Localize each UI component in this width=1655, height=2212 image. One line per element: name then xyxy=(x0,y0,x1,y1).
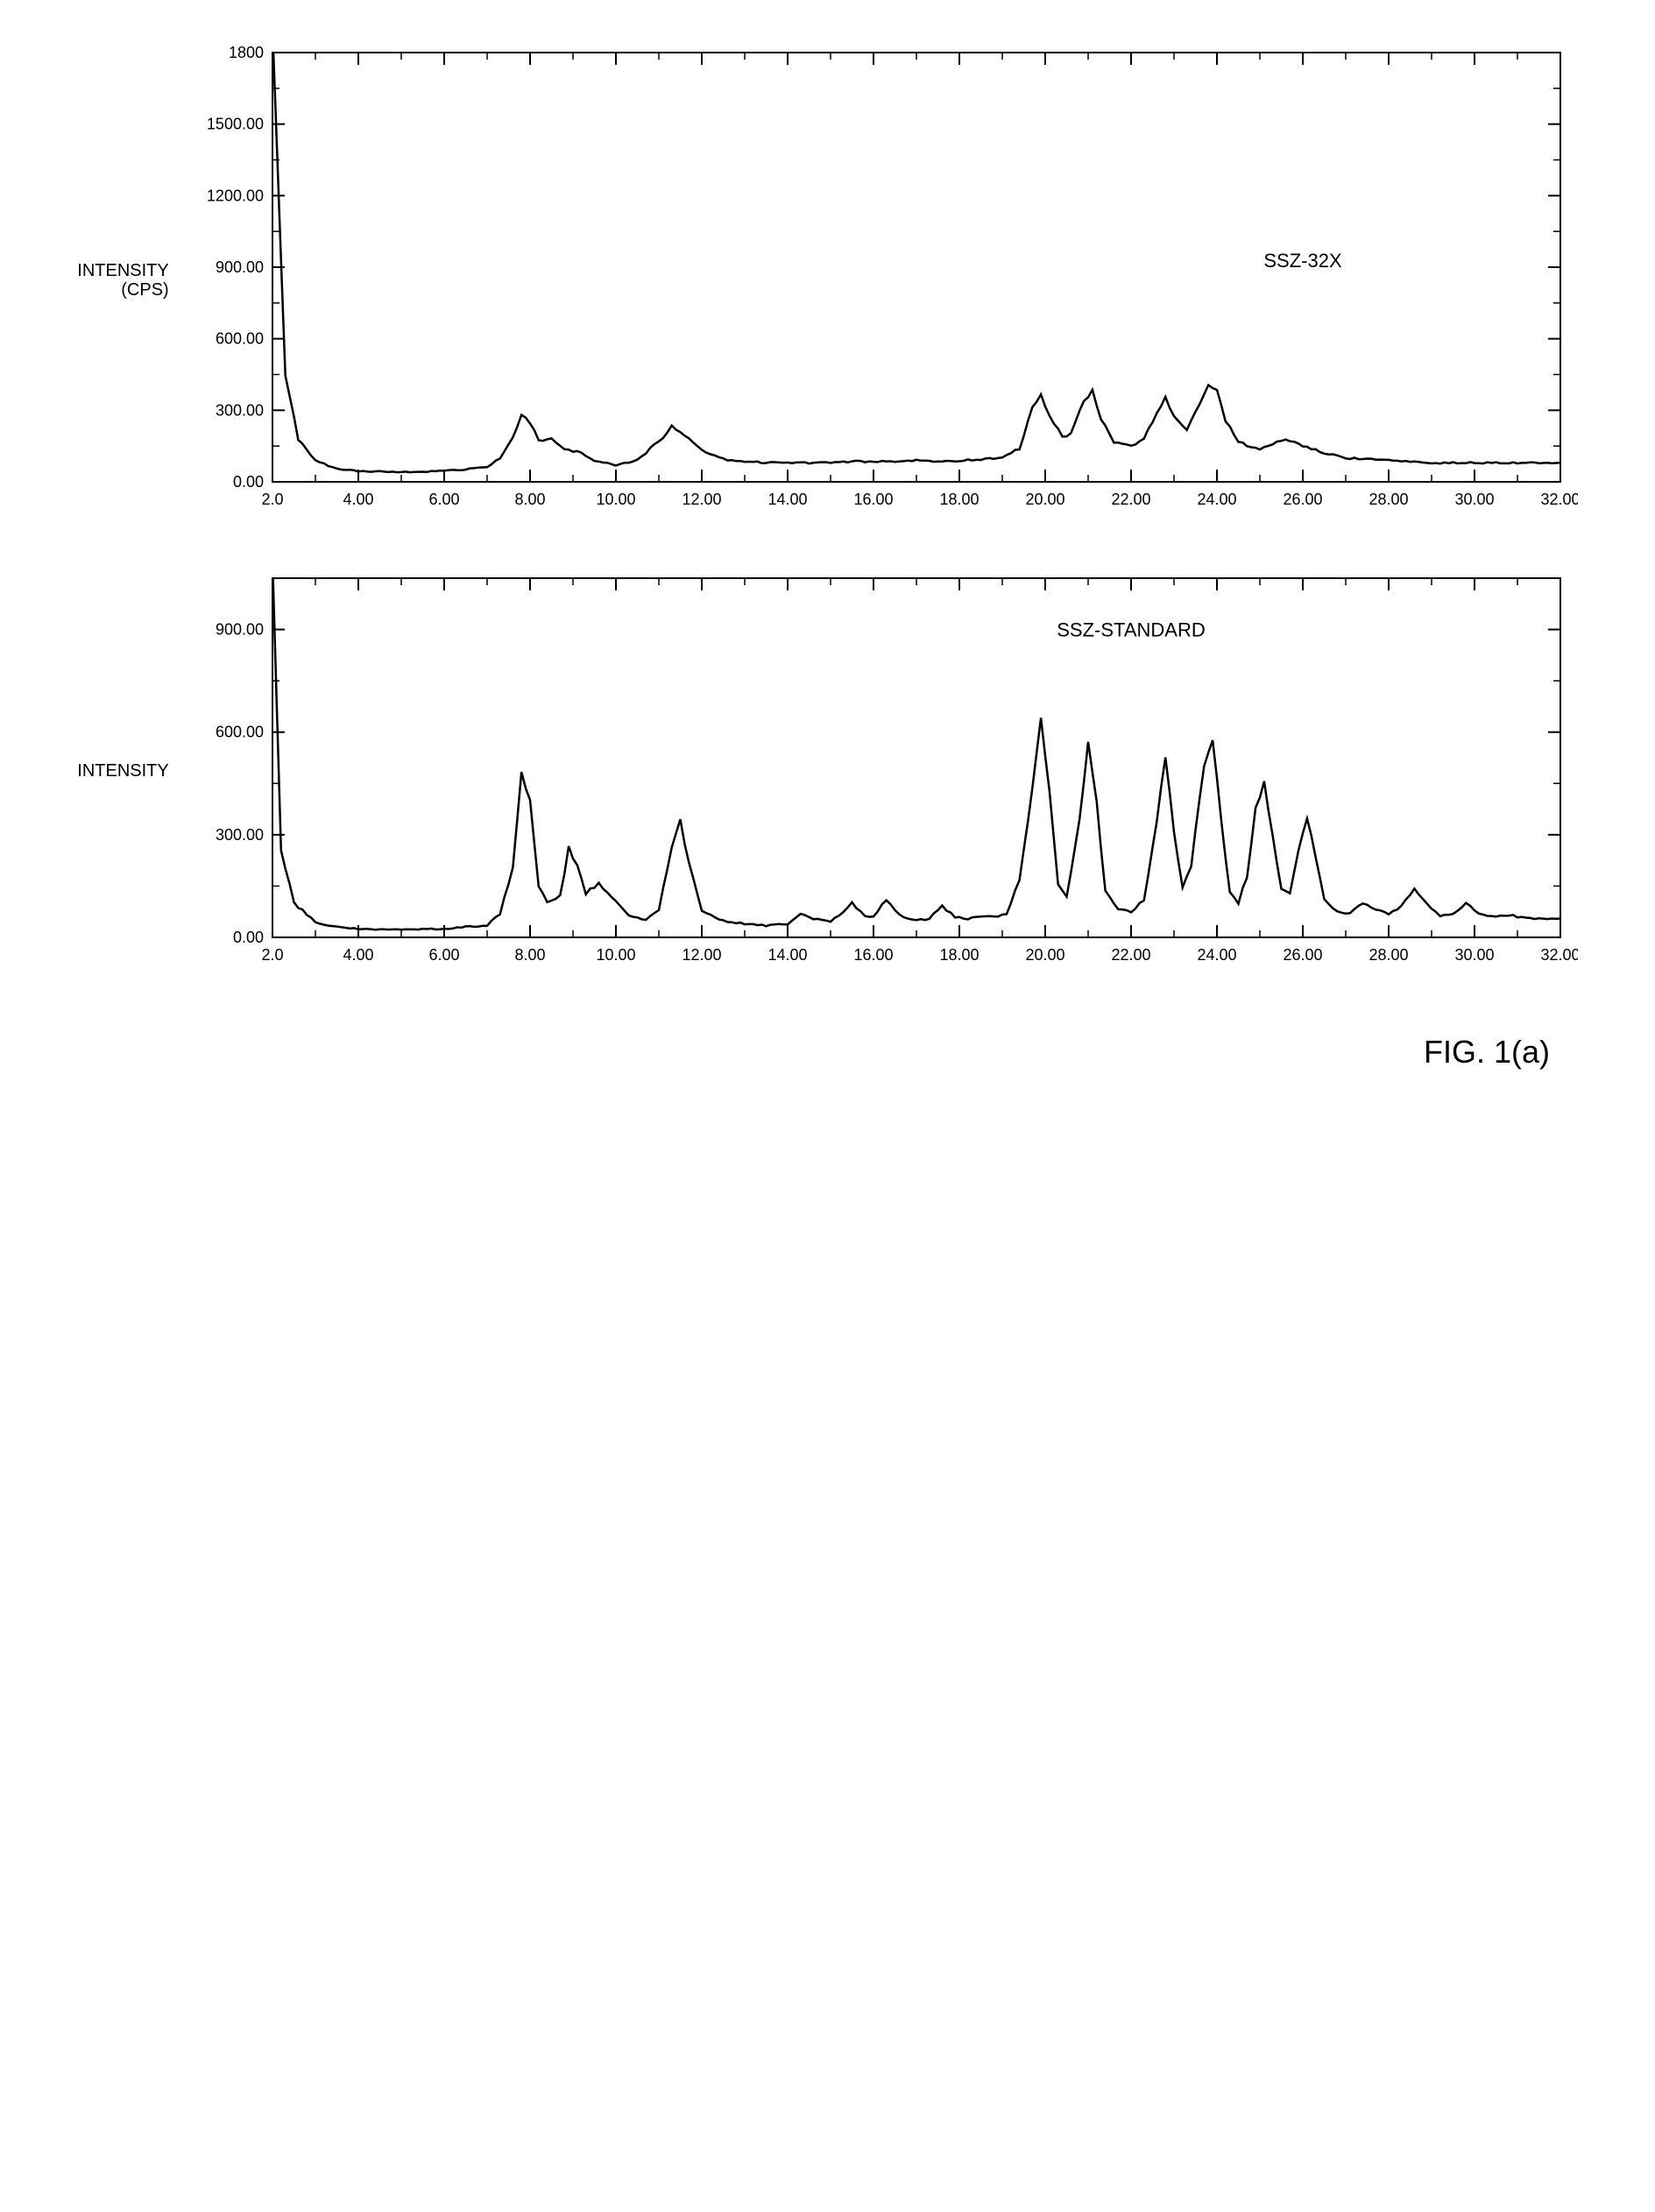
svg-text:30.00: 30.00 xyxy=(1454,491,1494,508)
svg-text:2.0: 2.0 xyxy=(261,946,283,964)
svg-text:32.00: 32.00 xyxy=(1540,946,1578,964)
svg-text:12.00: 12.00 xyxy=(682,491,721,508)
svg-text:12.00: 12.00 xyxy=(682,946,721,964)
svg-text:18.00: 18.00 xyxy=(939,946,979,964)
svg-text:30.00: 30.00 xyxy=(1454,946,1494,964)
svg-text:4.00: 4.00 xyxy=(343,946,373,964)
svg-text:24.00: 24.00 xyxy=(1197,946,1236,964)
svg-text:0.00: 0.00 xyxy=(233,473,264,491)
svg-text:6.00: 6.00 xyxy=(428,946,459,964)
svg-text:28.00: 28.00 xyxy=(1369,491,1408,508)
svg-text:16.00: 16.00 xyxy=(853,491,893,508)
svg-text:26.00: 26.00 xyxy=(1283,491,1322,508)
svg-text:26.00: 26.00 xyxy=(1283,946,1322,964)
chart-bottom-wrapper: INTENSITY 2.0 4.00 6.00 8.00 10.00 12.00 14.00… xyxy=(77,561,1577,981)
svg-text:SSZ-STANDARD: SSZ-STANDARD xyxy=(1057,618,1206,640)
svg-text:8.00: 8.00 xyxy=(514,946,545,964)
svg-text:20.00: 20.00 xyxy=(1025,946,1064,964)
svg-text:8.00: 8.00 xyxy=(514,491,545,508)
ylabel-line1: INTENSITY xyxy=(77,761,168,781)
svg-text:32.00: 32.00 xyxy=(1540,491,1578,508)
ylabel-line1: INTENSITY xyxy=(77,261,168,280)
svg-text:24.00: 24.00 xyxy=(1197,491,1236,508)
svg-text:600.00: 600.00 xyxy=(216,724,264,741)
svg-text:1500.00: 1500.00 xyxy=(207,116,264,133)
svg-text:6.00: 6.00 xyxy=(428,491,459,508)
svg-text:4.00: 4.00 xyxy=(343,491,373,508)
figure-container: INTENSITY (CPS) 2.0 4.00 6.00 8.00 10.00 12.0… xyxy=(35,35,1620,1071)
chart-bottom-ylabel: INTENSITY xyxy=(77,761,168,781)
ylabel-line2: (CPS) xyxy=(121,280,168,300)
chart-bottom: 2.0 4.00 6.00 8.00 10.00 12.00 14.00 16.00 18.00… xyxy=(176,561,1578,981)
svg-text:14.00: 14.00 xyxy=(767,491,807,508)
svg-text:16.00: 16.00 xyxy=(853,946,893,964)
figure-label: FIG. 1(a) xyxy=(1424,1034,1550,1071)
svg-text:0.00: 0.00 xyxy=(233,929,264,946)
svg-text:SSZ-32X: SSZ-32X xyxy=(1263,250,1342,272)
svg-text:300.00: 300.00 xyxy=(216,826,264,844)
svg-text:28.00: 28.00 xyxy=(1369,946,1408,964)
svg-text:2.0: 2.0 xyxy=(261,491,283,508)
svg-text:10.00: 10.00 xyxy=(596,946,635,964)
svg-text:1200.00: 1200.00 xyxy=(207,187,264,204)
svg-text:300.00: 300.00 xyxy=(216,401,264,419)
svg-text:22.00: 22.00 xyxy=(1111,491,1150,508)
svg-text:900.00: 900.00 xyxy=(216,621,264,639)
svg-text:22.00: 22.00 xyxy=(1111,946,1150,964)
svg-text:14.00: 14.00 xyxy=(767,946,807,964)
svg-text:18.00: 18.00 xyxy=(939,491,979,508)
chart-top-wrapper: INTENSITY (CPS) 2.0 4.00 6.00 8.00 10.00 12.0… xyxy=(77,35,1577,526)
svg-text:900.00: 900.00 xyxy=(216,258,264,276)
svg-text:10.00: 10.00 xyxy=(596,491,635,508)
chart-top: 2.0 4.00 6.00 8.00 10.00 12.00 14.00 16.00 18.00… xyxy=(176,35,1578,526)
chart-top-ylabel: INTENSITY (CPS) xyxy=(77,261,168,300)
svg-text:20.00: 20.00 xyxy=(1025,491,1064,508)
svg-text:600.00: 600.00 xyxy=(216,330,264,348)
svg-text:1800: 1800 xyxy=(229,44,264,61)
